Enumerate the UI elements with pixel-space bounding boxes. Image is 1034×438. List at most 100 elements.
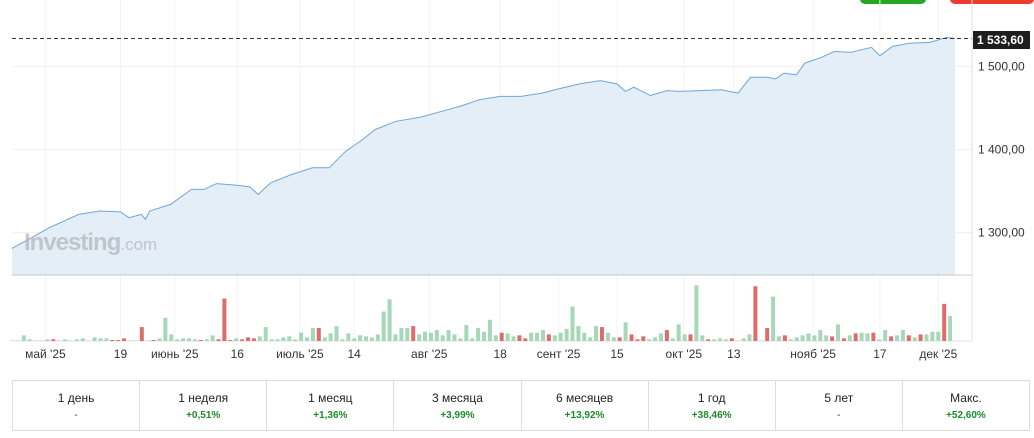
volume-bar	[275, 339, 280, 341]
volume-bar	[446, 330, 451, 341]
period-label: 1 месяц	[308, 391, 353, 405]
period-label: 1 год	[697, 391, 726, 405]
volume-bar	[782, 335, 787, 341]
volume-bar	[570, 306, 575, 341]
volume-bar	[641, 336, 646, 341]
period-change: -	[74, 410, 78, 421]
volume-bar	[912, 337, 917, 341]
volume-bar	[635, 339, 640, 341]
volume-bar	[653, 337, 658, 341]
y-tick-label: 1 500,00	[978, 59, 1025, 73]
volume-bar	[293, 339, 298, 341]
x-tick-label: нояб '25	[790, 347, 836, 361]
y-axis: 1 300,00 1 400,00 1 500,00	[978, 59, 1025, 239]
volume-bar	[287, 336, 292, 341]
volume-bar	[723, 339, 728, 341]
volume-bar	[458, 338, 463, 341]
volume-bar	[358, 335, 363, 341]
volume-bar	[269, 339, 274, 341]
y-tick-label: 1 300,00	[978, 226, 1025, 240]
period-2[interactable]: 1 месяц +1,36%	[267, 381, 395, 430]
volume-bar	[210, 335, 215, 341]
x-tick-label: 18	[494, 347, 508, 361]
volume-bar	[27, 339, 32, 341]
period-label: 1 день	[57, 391, 95, 405]
volume-bar	[535, 332, 540, 341]
volume-bar	[163, 317, 168, 341]
volume-bar	[523, 338, 528, 341]
period-4[interactable]: 6 месяцев +13,92%	[522, 381, 649, 430]
volume-bar	[192, 339, 197, 341]
period-6[interactable]: 5 лет -	[776, 381, 903, 430]
volume-bar	[204, 339, 209, 341]
period-7[interactable]: Макс. +52,60%	[903, 381, 1029, 430]
volume-bar	[765, 328, 770, 341]
x-axis: май '25 19 июнь '25 16 июль '25 14 авг '25 18 се…	[25, 347, 958, 361]
volume-bar	[251, 338, 256, 341]
volume-bar	[222, 298, 227, 341]
volume-bar	[470, 338, 475, 341]
volume-bar	[387, 299, 392, 341]
volume-bar	[824, 335, 829, 341]
volume-bar	[399, 328, 404, 341]
volume-bar	[169, 334, 174, 341]
period-label: 1 неделя	[178, 391, 229, 405]
volume-bar	[257, 336, 262, 341]
period-0[interactable]: 1 день -	[13, 381, 141, 430]
volume-bar	[328, 333, 333, 341]
volume-bar	[759, 340, 764, 341]
price-line	[11, 36, 956, 249]
period-1[interactable]: 1 неделя +0,51%	[140, 381, 268, 430]
period-change: +52,60%	[946, 410, 986, 421]
volume-bar	[841, 338, 846, 341]
volume-bar	[847, 335, 852, 341]
volume-bar	[240, 339, 245, 341]
volume-bar	[617, 337, 622, 341]
volume-bar	[924, 334, 929, 341]
volume-bar	[452, 334, 457, 341]
volume-bar	[594, 326, 599, 341]
volume-bar	[45, 339, 50, 341]
volume-bar	[405, 328, 410, 341]
volume-bar	[133, 340, 138, 341]
volume-bar	[281, 337, 286, 341]
volume-bar	[647, 339, 652, 341]
period-change: +38,46%	[691, 410, 732, 421]
sell-button[interactable]	[950, 0, 1034, 4]
volume-bar	[629, 334, 634, 341]
volume-bar	[706, 339, 711, 341]
volume-bar	[122, 338, 127, 341]
volume-bar	[187, 338, 191, 341]
price-chart: 1 300,00 1 400,00 1 500,00 1 533,60 май '2…	[10, 0, 1030, 361]
volume-bar	[440, 335, 445, 341]
volume-bar	[482, 331, 486, 341]
period-change: +13,92%	[564, 410, 605, 421]
volume-bar	[322, 337, 327, 341]
volume-bar	[942, 303, 947, 341]
volume-bar	[352, 338, 357, 341]
x-tick-label: дек '25	[919, 347, 957, 361]
volume-bar	[346, 333, 351, 341]
volume-bar	[80, 338, 85, 341]
volume-bar	[305, 337, 309, 341]
volume-bar	[564, 329, 569, 341]
last-price-box	[973, 31, 1030, 49]
volume-bar	[417, 334, 422, 341]
volume-bar	[670, 338, 675, 341]
volume-bar	[234, 338, 239, 341]
volume-bar	[806, 333, 811, 341]
buy-button[interactable]	[860, 0, 926, 4]
volume-bar	[487, 319, 492, 341]
volume-bar	[771, 296, 776, 341]
volume-bar	[871, 332, 876, 341]
x-tick-label: 15	[610, 347, 624, 361]
volume-bar	[434, 330, 439, 341]
price-area	[12, 37, 955, 276]
volume-bar	[57, 340, 62, 341]
period-5[interactable]: 1 год +38,46%	[649, 381, 776, 430]
volume-bar	[98, 338, 103, 341]
volume-bar	[33, 340, 38, 341]
volume-bar	[700, 335, 705, 341]
period-3[interactable]: 3 месяца +3,99%	[394, 381, 522, 430]
volume-bar	[576, 326, 581, 341]
